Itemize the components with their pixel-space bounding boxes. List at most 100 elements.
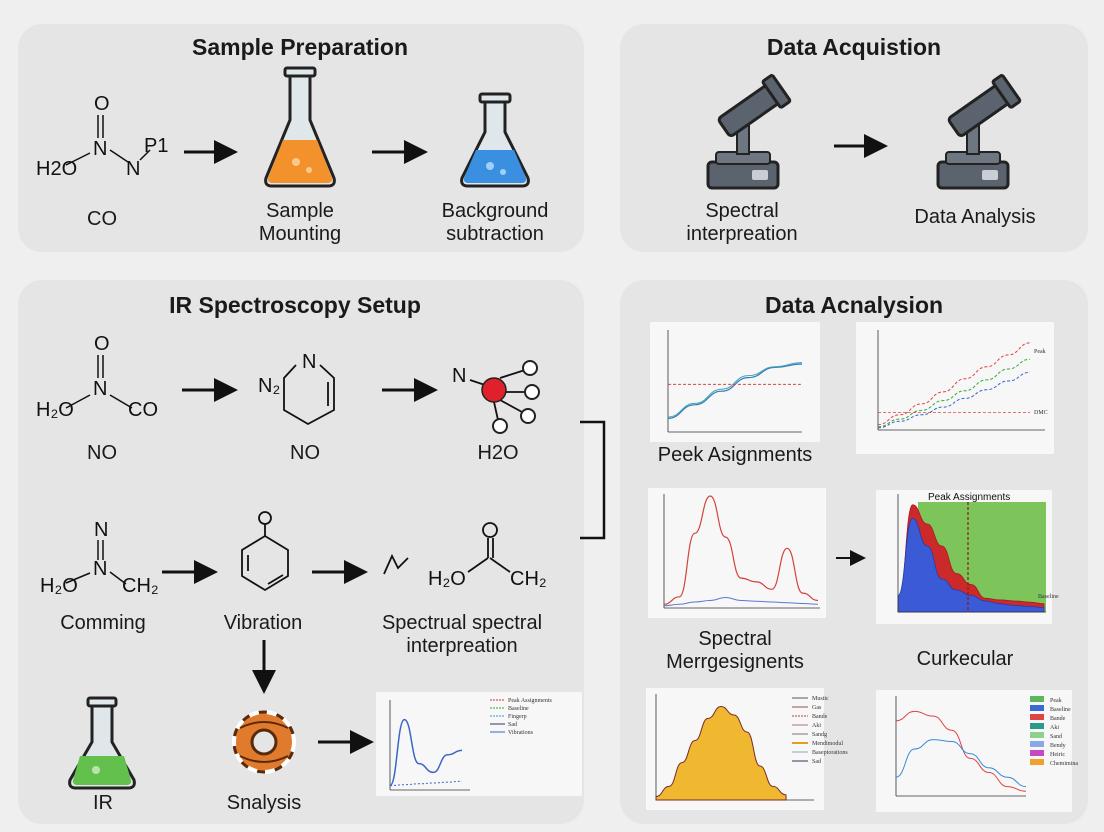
- svg-text:Mustic: Mustic: [812, 696, 829, 702]
- chart-f-series-1: [895, 710, 1027, 792]
- chart-d-legend-baseline: Baseline: [1038, 594, 1059, 600]
- peek-asignments-label: Peek Asignments: [657, 444, 813, 466]
- chart-f-series-2: [895, 739, 1027, 788]
- data-analysis-title: Data Acnalysion: [764, 292, 944, 318]
- comming-label: Comming: [60, 612, 146, 634]
- analysis-chart-b: Peak DMC: [856, 322, 1054, 454]
- svg-text:O: O: [94, 93, 110, 115]
- svg-text:N: N: [93, 558, 107, 580]
- svg-text:Chemimina: Chemimina: [1050, 761, 1078, 767]
- sample-preparation-title: Sample Preparation: [191, 34, 409, 60]
- svg-text:Baseptorations: Baseptorations: [812, 750, 848, 756]
- svg-text:Baseline: Baseline: [1050, 707, 1071, 713]
- chart-c-series-1: [663, 495, 819, 605]
- chart-b-series-3: [877, 371, 1031, 429]
- chart-b-series-2: [877, 358, 1031, 428]
- ir-label: IR: [93, 792, 113, 814]
- bracket-connector: [580, 420, 606, 540]
- svg-text:Sand: Sand: [1050, 734, 1062, 740]
- svg-text:N: N: [93, 138, 107, 160]
- no-label-2: NO: [290, 442, 320, 464]
- svg-text:CH₂: CH₂: [122, 575, 159, 597]
- spectral-merrgesignents-label: Spectral Merrgesignents: [666, 628, 804, 673]
- chart-c-series-2: [663, 596, 819, 607]
- co-label: CO: [87, 208, 117, 230]
- background-subtraction-label: Background subtraction: [441, 200, 549, 245]
- blue-flask-icon: [460, 92, 530, 188]
- svg-text:Vibrations: Vibrations: [508, 730, 534, 736]
- molecule-red-center: N: [452, 360, 540, 434]
- analysis-chart-f: Peak Baseline Bande Aki Sand Bendy Heiri…: [876, 690, 1078, 812]
- snalysis-label: Snalysis: [226, 792, 302, 814]
- svg-text:Bande: Bande: [812, 714, 828, 720]
- spectrometer-icon-2: [936, 74, 1022, 190]
- svg-text:Aki: Aki: [812, 723, 821, 729]
- ir-chart-series-2: [389, 780, 463, 787]
- svg-text:P1: P1: [144, 135, 168, 157]
- analysis-chart-c: [648, 488, 826, 618]
- orange-flask-icon: [264, 66, 336, 188]
- curkecular-label: Curkecular: [916, 648, 1014, 670]
- ir-mini-chart: Peak Assignments Baseline Fingerp Sad Vi…: [376, 692, 582, 796]
- chart-b-legend-peak: Peak: [1034, 349, 1046, 355]
- svg-text:N₂: N₂: [258, 375, 280, 397]
- svg-text:Bendy: Bendy: [1050, 743, 1066, 749]
- molecule-pyridine: N N₂: [258, 351, 335, 426]
- sample-mounting-label: Sample Mounting: [258, 200, 342, 245]
- chart-e-legend: Mustic Gas Bande Aki Sandg Mendimodul Ba…: [792, 696, 848, 765]
- molecule-nitrogen-ch2: N N H₂O CH₂: [40, 519, 159, 597]
- svg-text:H₂O: H₂O: [40, 575, 78, 597]
- spectral-interpretation-label: Spectral interpreation: [686, 200, 798, 245]
- data-analysis-label: Data Analysis: [914, 206, 1036, 228]
- svg-text:N: N: [93, 378, 107, 400]
- molecule-ester: H₂O CH₂: [383, 522, 547, 590]
- molecule-phenol: [241, 511, 289, 592]
- green-flask-icon: [68, 696, 136, 790]
- ir-chart-series-1: [389, 718, 463, 787]
- svg-text:O: O: [94, 333, 110, 355]
- svg-text:N: N: [94, 519, 108, 541]
- chart-d-title: Peak Assignments: [928, 492, 1010, 503]
- svg-text:Aki: Aki: [1050, 725, 1059, 731]
- svg-text:Heiric: Heiric: [1050, 752, 1065, 758]
- torus-molecule-icon: [232, 710, 296, 774]
- svg-text:N: N: [452, 365, 466, 387]
- molecule-no-co: O N H₂O CO: [36, 333, 158, 421]
- data-acquisition-title: Data Acquistion: [766, 34, 942, 60]
- no-label-1: NO: [87, 442, 117, 464]
- svg-text:CH₂: CH₂: [510, 568, 547, 590]
- ir-chart-legend: Peak Assignments Baseline Fingerp Sad Vi…: [490, 698, 552, 736]
- svg-text:Sad: Sad: [508, 722, 517, 728]
- chart-f-legend: Peak Baseline Bande Aki Sand Bendy Heiri…: [1030, 696, 1078, 767]
- svg-text:Fingerp: Fingerp: [508, 714, 527, 720]
- sample-molecule: O N H2O N P1: [36, 93, 168, 180]
- svg-text:Sad: Sad: [812, 759, 821, 765]
- svg-text:N: N: [302, 351, 316, 373]
- ir-setup-title: IR Spectroscopy Setup: [169, 292, 421, 318]
- svg-text:Bande: Bande: [1050, 716, 1066, 722]
- svg-text:H₂O: H₂O: [36, 399, 74, 421]
- svg-text:Peak Assignments: Peak Assignments: [508, 698, 552, 704]
- vibration-label: Vibration: [223, 612, 303, 634]
- svg-text:Baseline: Baseline: [508, 706, 529, 712]
- spectrometer-icon-1: [706, 74, 792, 190]
- analysis-chart-d: Peak Assignments Baseline: [876, 490, 1059, 624]
- svg-text:Sandg: Sandg: [812, 732, 827, 738]
- svg-text:H₂O: H₂O: [428, 568, 466, 590]
- spectrual-interpretation-label: Spectrual spectral interpreation: [381, 612, 543, 657]
- svg-text:Gas: Gas: [812, 705, 822, 711]
- analysis-chart-a: [650, 322, 820, 442]
- chart-e-series-1: [655, 705, 787, 801]
- svg-text:Mendimodul: Mendimodul: [812, 741, 843, 747]
- h2o-label: H2O: [477, 442, 519, 464]
- data-acquisition-panel: [620, 24, 1088, 252]
- chart-b-legend-dmc: DMC: [1034, 410, 1048, 416]
- svg-text:Peak: Peak: [1050, 698, 1062, 704]
- chart-a-series-2: [667, 362, 803, 418]
- chart-d-series-1: [897, 518, 1045, 613]
- svg-text:CO: CO: [128, 399, 158, 421]
- analysis-chart-e: Mustic Gas Bande Aki Sandg Mendimodul Ba…: [646, 688, 848, 810]
- svg-text:N: N: [126, 158, 140, 180]
- chart-b-series-1: [877, 342, 1031, 426]
